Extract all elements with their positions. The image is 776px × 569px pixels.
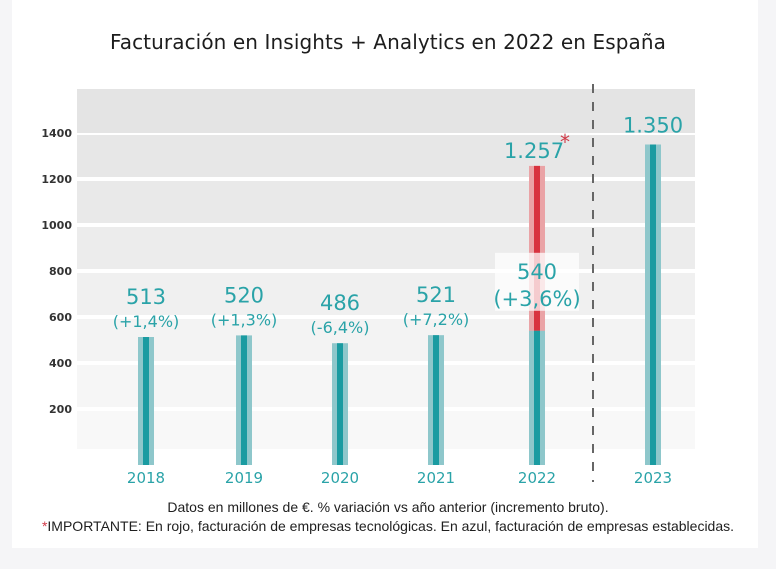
bars: [138, 144, 661, 465]
asterisk-marker: *: [41, 518, 48, 534]
x-tick-label: 2022: [518, 469, 556, 487]
bar-core: [650, 144, 656, 465]
y-tick-label: 200: [49, 403, 72, 416]
y-axis-ticks: 200 400 600 800 1000 1200 1400: [41, 127, 72, 416]
bar-establecidas-2020: [332, 343, 348, 465]
bar-establecidas-2022: [529, 330, 545, 465]
value-label: 540: [517, 260, 557, 284]
footnote-important: *IMPORTANTE: En rojo, facturación de emp…: [0, 518, 776, 534]
bar-establecidas-2018: [138, 337, 154, 465]
y-tick-label: 600: [49, 311, 72, 324]
x-tick-label: 2018: [127, 469, 165, 487]
y-tick-label: 1000: [41, 219, 72, 232]
change-label: (+1,4%): [113, 312, 180, 331]
change-label: (+1,3%): [211, 310, 278, 329]
value-label: 520: [224, 283, 264, 307]
plot-band: [77, 273, 695, 315]
bar-core: [337, 343, 343, 465]
label-backdrop: [495, 252, 579, 311]
bar-core: [241, 335, 247, 465]
bar-core: [534, 330, 540, 465]
y-tick-label: 800: [49, 265, 72, 278]
plot-band: [77, 135, 695, 177]
footnote-important-text: IMPORTANTE: En rojo, facturación de empr…: [47, 518, 735, 534]
chart-title: Facturación en Insights + Analytics en 2…: [109, 30, 667, 54]
plot-band: [77, 181, 695, 223]
bar-establecidas-2023: [645, 144, 661, 465]
bar-establecidas-2021: [428, 335, 444, 465]
y-tick-label: 1200: [41, 173, 72, 186]
y-tick-label: 1400: [41, 127, 72, 140]
asterisk-marker: *: [560, 130, 570, 154]
value-label: 486: [320, 291, 360, 315]
change-label: (-6,4%): [311, 318, 370, 337]
change-label: (+7,2%): [403, 310, 470, 329]
data-labels: 513 (+1,4%) 520 (+1,3%) 486 (-6,4%) 521 (+7,2%)…: [113, 114, 683, 338]
bar-core: [534, 165, 540, 465]
x-tick-label: 2023: [634, 469, 672, 487]
bar-core: [433, 335, 439, 465]
x-tick-label: 2021: [417, 469, 455, 487]
value-label: 513: [126, 285, 166, 309]
plot-band: [77, 365, 695, 407]
footnote-units: Datos en millones de €. % variación vs a…: [167, 499, 609, 515]
total-label: 1.257: [504, 139, 564, 163]
y-tick-label: 400: [49, 357, 72, 370]
value-label: 1.350: [623, 114, 683, 138]
x-tick-label: 2020: [321, 469, 359, 487]
bar-establecidas-2019: [236, 335, 252, 465]
plot-band: [77, 227, 695, 269]
plot-band: [77, 89, 695, 133]
x-axis-ticks: 2018 2019 2020 2021 2022 2023: [127, 469, 672, 487]
change-label: (+3,6%): [493, 287, 580, 311]
value-label: 521: [416, 283, 456, 307]
bar-core: [143, 337, 149, 465]
plot-background-bands: [77, 89, 695, 449]
plot-band: [77, 411, 695, 449]
x-tick-label: 2019: [225, 469, 263, 487]
